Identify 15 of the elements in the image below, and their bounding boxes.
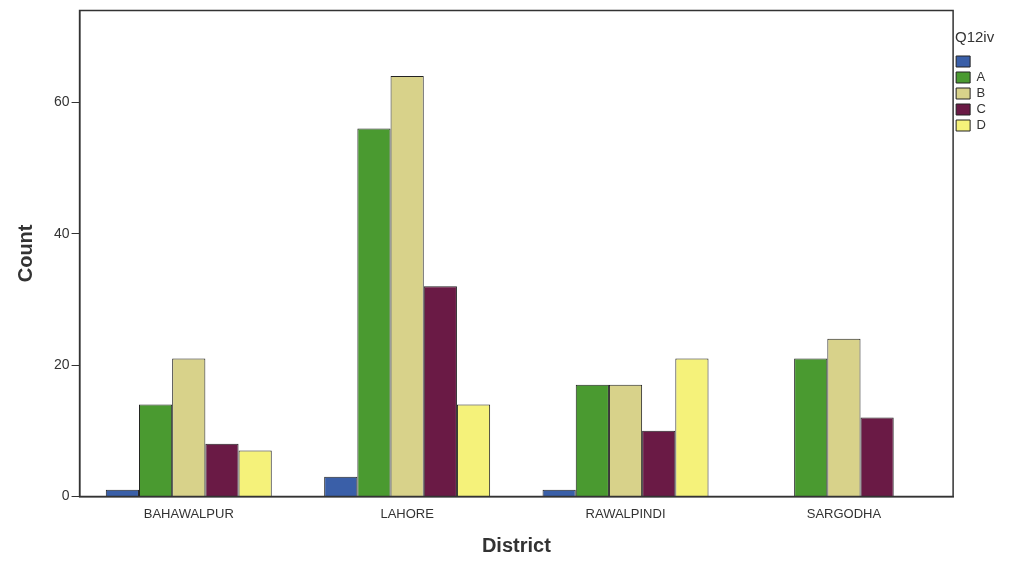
x-tick-label: SARGODHA [806, 505, 882, 521]
legend-label: A [976, 69, 986, 85]
x-tick-label: RAWALPINDI [585, 505, 666, 521]
x-axis-title: District [481, 533, 552, 556]
y-tick-label: 60 [53, 93, 70, 110]
y-axis-title: Count [13, 224, 36, 283]
legend-label: B [976, 85, 986, 101]
y-tick-label: 20 [53, 355, 70, 372]
legend-label: C [976, 101, 986, 117]
legend-label: D [976, 117, 986, 133]
y-tick-label: 0 [61, 487, 70, 504]
y-tick-label: 40 [53, 224, 70, 241]
legend-title: Q12iv [954, 27, 995, 45]
x-tick-label: LAHORE [380, 505, 435, 521]
x-tick-label: BAHAWALPUR [143, 505, 234, 521]
